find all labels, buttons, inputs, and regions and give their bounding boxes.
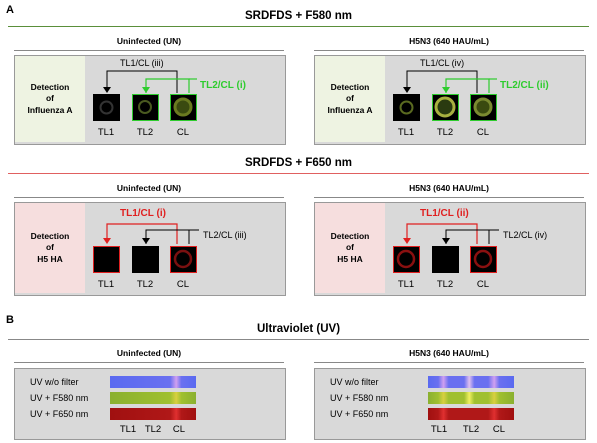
well-label-tl2: TL2 (136, 279, 154, 290)
gray-divider (14, 197, 284, 198)
gray-divider (314, 197, 584, 198)
well-label-tl2: TL2 (436, 127, 454, 138)
well-cl (170, 246, 197, 273)
connector-arrows (403, 223, 499, 244)
well-tl1 (93, 246, 120, 273)
uv-row-label: UV + F650 nm (330, 409, 389, 419)
line-label-cl: CL (492, 424, 506, 435)
gray-divider (314, 362, 584, 363)
gray-divider (14, 50, 284, 51)
line-label-cl: CL (172, 424, 186, 435)
connector-arrows (103, 70, 197, 93)
side-label-tl2-cl: TL2/CL (i) (200, 80, 246, 91)
condition-label-un-uv: Uninfected (UN) (116, 348, 182, 358)
uv-row-label: UV w/o filter (30, 377, 79, 387)
well-label-cl: CL (476, 279, 490, 290)
section-title-f650: SRDFDS + F650 nm (244, 157, 353, 169)
condition-label-h5n3-uv: H5N3 (640 HAU/mL) (409, 348, 489, 358)
side-label-tl2-cl: TL2/CL (ii) (500, 80, 549, 91)
well-label-cl: CL (476, 127, 490, 138)
gray-divider (314, 50, 584, 51)
uv-strip-no-filter (110, 376, 196, 388)
section-title-uv: Ultraviolet (UV) (256, 323, 341, 335)
top-label-tl1-cl: TL1/CL (ii) (420, 208, 469, 219)
connector-arrows (103, 223, 199, 244)
line-label-tl2: TL2 (462, 424, 480, 435)
detection-label-h5-ha: Detection of H5 HA (15, 203, 85, 293)
condition-label-un-f580: Uninfected (UN) (116, 36, 182, 46)
line-label-tl2: TL2 (144, 424, 162, 435)
condition-label-h5n3-f580: H5N3 (640 HAU/mL) (409, 36, 489, 46)
well-cl (470, 246, 497, 273)
uv-row-label: UV + F580 nm (330, 393, 389, 403)
green-divider (8, 26, 589, 27)
top-label-tl1-cl: TL1/CL (i) (120, 208, 166, 219)
gray-divider (14, 362, 284, 363)
line-label-tl1: TL1 (430, 424, 448, 435)
well-tl2 (432, 246, 459, 273)
detection-label-influenza-a: Detection of Influenza A (315, 56, 385, 142)
well-tl1 (393, 94, 420, 121)
well-tl1 (93, 94, 120, 121)
condition-label-un-f650: Uninfected (UN) (116, 183, 182, 193)
uv-strip-f580 (110, 392, 196, 404)
uv-strip-f650 (428, 408, 514, 420)
connector-arrows (403, 70, 497, 93)
uv-row-label: UV w/o filter (330, 377, 379, 387)
well-label-tl1: TL1 (97, 279, 115, 290)
well-tl2 (132, 246, 159, 273)
top-label-tl1-cl: TL1/CL (iii) (120, 58, 164, 68)
uv-row-label: UV + F650 nm (30, 409, 89, 419)
uv-strip-no-filter (428, 376, 514, 388)
well-cl (470, 94, 497, 121)
well-tl2 (132, 94, 159, 121)
side-label-tl2-cl: TL2/CL (iii) (203, 230, 247, 240)
well-tl1 (393, 246, 420, 273)
gray-divider (8, 339, 589, 340)
red-divider (8, 173, 589, 174)
panel-b-letter: B (6, 314, 14, 326)
well-label-tl2: TL2 (136, 127, 154, 138)
well-label-tl1: TL1 (397, 279, 415, 290)
uv-strip-f650 (110, 408, 196, 420)
section-title-f580: SRDFDS + F580 nm (244, 10, 353, 22)
well-label-tl1: TL1 (97, 127, 115, 138)
side-label-tl2-cl: TL2/CL (iv) (503, 230, 548, 240)
uv-strip-f580 (428, 392, 514, 404)
well-label-cl: CL (176, 279, 190, 290)
well-tl2 (432, 94, 459, 121)
condition-label-h5n3-f650: H5N3 (640 HAU/mL) (409, 183, 489, 193)
panel-a-letter: A (6, 4, 14, 16)
well-cl (170, 94, 197, 121)
well-label-tl1: TL1 (397, 127, 415, 138)
uv-row-label: UV + F580 nm (30, 393, 89, 403)
line-label-tl1: TL1 (119, 424, 137, 435)
detection-label-h5-ha: Detection of H5 HA (315, 203, 385, 293)
well-label-tl2: TL2 (436, 279, 454, 290)
detection-label-influenza-a: Detection of Influenza A (15, 56, 85, 142)
top-label-tl1-cl: TL1/CL (iv) (420, 58, 465, 68)
well-label-cl: CL (176, 127, 190, 138)
